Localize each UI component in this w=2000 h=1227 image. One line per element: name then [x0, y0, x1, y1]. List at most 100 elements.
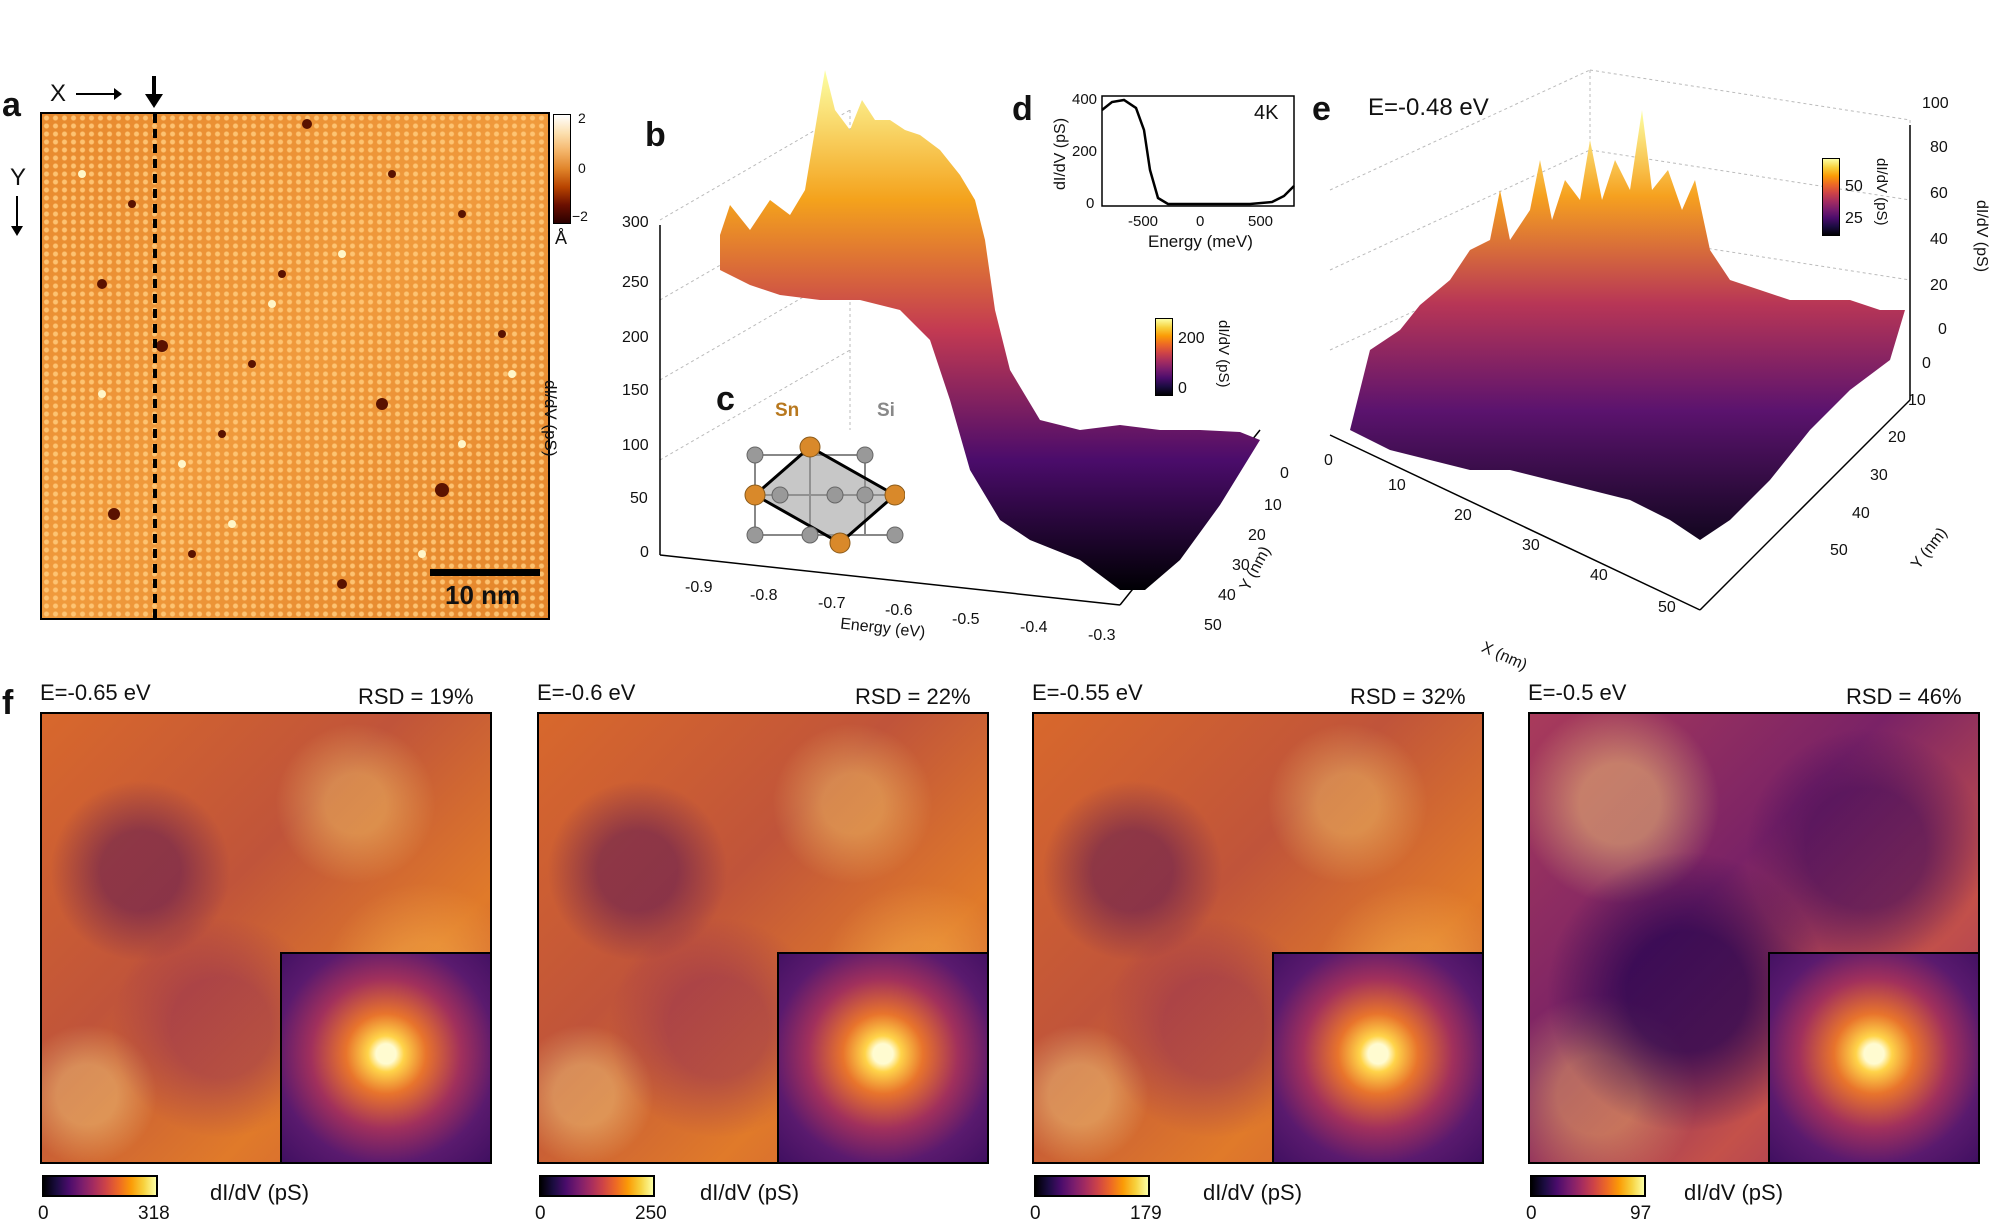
svg-text:-500: -500: [1128, 213, 1158, 230]
svg-text:40: 40: [1218, 587, 1236, 604]
spectrum-inset-plot: 400 200 0 -500 0 500: [1072, 91, 1295, 230]
panel-d-label: d: [1012, 90, 1033, 128]
svg-text:0: 0: [1938, 321, 1947, 338]
svg-text:100: 100: [622, 437, 649, 454]
panel-b-cbar-label: dI/dV (pS): [1215, 320, 1232, 388]
map-1-energy: E=-0.65 eV: [40, 680, 151, 705]
map-3-cmax: 179: [1130, 1203, 1162, 1224]
panel-e-cbar-tick-min: 25: [1845, 210, 1863, 227]
si-label: Si: [877, 400, 895, 421]
map-3-fft-inset: [1272, 952, 1482, 1162]
svg-text:0: 0: [1922, 355, 1931, 372]
lattice-diagram: [744, 436, 905, 554]
panel-d-ylabel: dI/dV (pS): [1052, 117, 1069, 190]
map-1-unit: dI/dV (pS): [210, 1180, 310, 1205]
svg-text:150: 150: [622, 382, 649, 399]
svg-text:0: 0: [640, 544, 649, 561]
height-tick-mid: 0: [578, 160, 586, 176]
svg-text:30: 30: [1870, 467, 1888, 484]
svg-text:20: 20: [1248, 527, 1266, 544]
height-colorbar: [553, 114, 571, 224]
map-4-rsd: RSD = 46%: [1846, 684, 1962, 709]
map-3-colorbar: [1034, 1175, 1150, 1197]
y-arrow-icon: [11, 196, 23, 236]
map-3-cmin: 0: [1030, 1203, 1041, 1224]
map-4-cmin: 0: [1526, 1203, 1537, 1224]
panel-e-cbar-label: dI/dV (pS): [1873, 158, 1890, 226]
map-2-colorbar: [539, 1175, 655, 1197]
x-axis-label: X: [50, 80, 67, 107]
map-1-colorbar: [42, 1175, 158, 1197]
map-2-cmax: 250: [635, 1203, 667, 1224]
svg-text:0: 0: [1086, 195, 1094, 212]
svg-text:-0.8: -0.8: [750, 587, 778, 604]
svg-text:50: 50: [1658, 599, 1676, 616]
map-surface: [1350, 110, 1905, 540]
height-tick-max: 2: [578, 110, 586, 126]
map-4-unit: dI/dV (pS): [1684, 1180, 1784, 1205]
svg-text:20: 20: [1454, 507, 1472, 524]
panel-b-ylabel: dI/dV (pS): [541, 380, 560, 457]
svg-text:0: 0: [1324, 452, 1333, 469]
svg-text:300: 300: [622, 214, 649, 231]
x-arrow-icon: [76, 88, 122, 100]
svg-text:30: 30: [1232, 557, 1250, 574]
map-4-fft-inset: [1768, 952, 1978, 1162]
panel-d-xlabel: Energy (meV): [1148, 232, 1253, 251]
map-2-unit: dI/dV (pS): [700, 1180, 800, 1205]
map-4-energy: E=-0.5 eV: [1528, 680, 1627, 705]
map-1-cmin: 0: [38, 1203, 49, 1224]
panel-e-label: e: [1312, 90, 1331, 128]
svg-text:0: 0: [1196, 213, 1204, 230]
panel-b-colorbar: [1155, 318, 1173, 396]
svg-text:60: 60: [1930, 185, 1948, 202]
svg-text:-0.7: -0.7: [818, 595, 846, 612]
svg-text:-0.4: -0.4: [1020, 619, 1048, 636]
line-cut-arrow-icon: [145, 76, 163, 108]
map-1-rsd: RSD = 19%: [358, 684, 474, 709]
map-2-image: [537, 712, 989, 1164]
map-3-image: [1032, 712, 1484, 1164]
spectrum-line: [1101, 98, 1295, 206]
svg-text:30: 30: [1522, 537, 1540, 554]
scalebar-label: 10 nm: [445, 580, 521, 610]
map-1-image: [40, 712, 492, 1164]
svg-text:-0.9: -0.9: [685, 579, 713, 596]
svg-text:80: 80: [1930, 139, 1948, 156]
svg-text:10: 10: [1264, 497, 1282, 514]
svg-text:200: 200: [622, 329, 649, 346]
topography-image: 10 nm: [40, 112, 550, 620]
svg-text:250: 250: [622, 274, 649, 291]
svg-text:-0.6: -0.6: [885, 602, 913, 619]
panel-b-cbar-tick-min: 0: [1178, 380, 1187, 397]
map-2-rsd: RSD = 22%: [855, 684, 971, 709]
map-2-energy: E=-0.6 eV: [537, 680, 636, 705]
height-tick-min: −2: [572, 208, 588, 224]
panel-e-zlabel: dI/dV (pS): [1973, 200, 1990, 273]
map-4-colorbar: [1530, 1175, 1646, 1197]
svg-text:20: 20: [1930, 277, 1948, 294]
map-3-energy: E=-0.55 eV: [1032, 680, 1143, 705]
svg-text:10: 10: [1908, 392, 1926, 409]
svg-text:50: 50: [1830, 542, 1848, 559]
svg-text:40: 40: [1590, 567, 1608, 584]
panel-d-temp: 4K: [1254, 102, 1279, 124]
svg-text:0: 0: [1280, 465, 1289, 482]
sn-label: Sn: [775, 400, 800, 421]
map-1-cmax: 318: [138, 1203, 170, 1224]
map-4-image: [1528, 712, 1980, 1164]
y-axis-label: Y: [10, 164, 27, 191]
panel-b-label: b: [645, 116, 666, 154]
svg-text:100: 100: [1922, 95, 1949, 112]
panel-e-energy: E=-0.48 eV: [1368, 94, 1489, 121]
panel-e-colorbar: [1822, 158, 1840, 236]
map-3d-plot: 0 10 20 30 40 50 0 10 20 30 40 50 0 20 40 60 80 100: [1324, 69, 1949, 616]
svg-text:50: 50: [630, 490, 648, 507]
map-2-fft-inset: [777, 952, 987, 1162]
spectra-surface: [720, 70, 1260, 590]
panel-f-label: f: [2, 684, 14, 722]
map-2-cmin: 0: [535, 1203, 546, 1224]
svg-text:20: 20: [1888, 429, 1906, 446]
map-1-fft-inset: [280, 952, 490, 1162]
